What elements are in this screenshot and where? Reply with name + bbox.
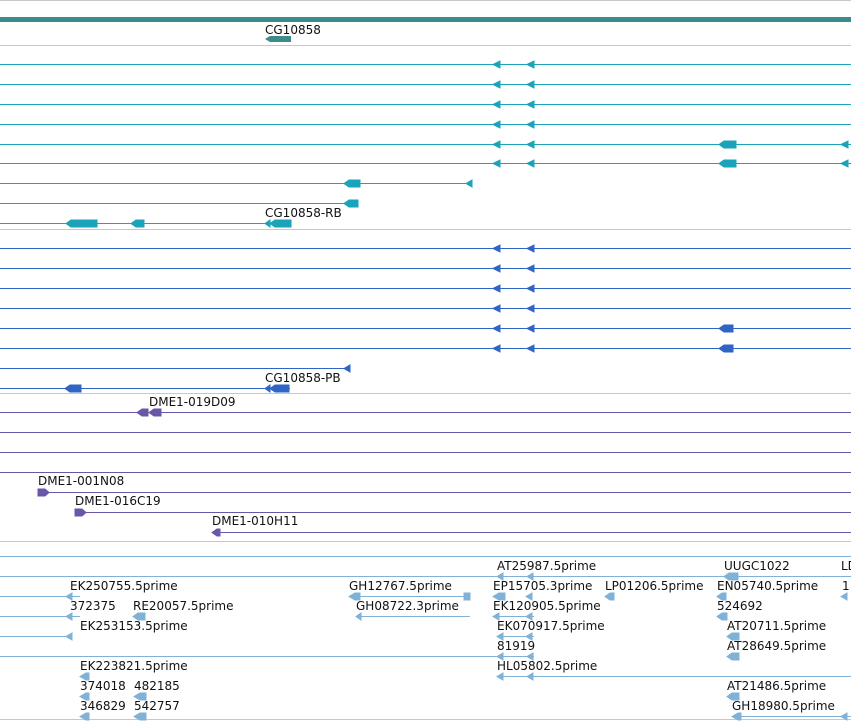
- clone-label: DME1-001N08: [38, 474, 124, 488]
- est-label: EK253153.5prime: [80, 619, 188, 633]
- est-label: LP01206.5prime: [605, 579, 704, 593]
- transcripts-pb-track[interactable]: [0, 244, 851, 393]
- transcript-pb-label: CG10858-PB: [265, 371, 341, 385]
- est-label: AT25987.5prime: [497, 559, 596, 573]
- est-label: EK070917.5prime: [497, 619, 605, 633]
- est-label: AT21486.5prime: [727, 679, 826, 693]
- clones-track[interactable]: [0, 408, 851, 537]
- est-label: GH18980.5prime: [732, 699, 835, 713]
- est-label: GH08722.3prime: [356, 599, 459, 613]
- est-label: AT20711.5prime: [727, 619, 826, 633]
- est-label: EP15705.3prime: [493, 579, 592, 593]
- gene-feature[interactable]: [265, 36, 291, 42]
- est-label: RE20057.5prime: [133, 599, 234, 613]
- clone-label: DME1-010H11: [212, 514, 298, 528]
- est-label: GH12767.5prime: [349, 579, 452, 593]
- ests-track[interactable]: [0, 556, 851, 721]
- est-label: 346829: [80, 699, 126, 713]
- est-label: EK250755.5prime: [70, 579, 178, 593]
- est-label: 81919: [497, 639, 535, 653]
- gene-track[interactable]: CG10858: [0, 17, 851, 42]
- est-label: AT28649.5prime: [727, 639, 826, 653]
- est-label: LD: [841, 559, 851, 573]
- transcript-rb-label: CG10858-RB: [265, 206, 342, 220]
- est-label: EK120905.5prime: [493, 599, 601, 613]
- est-label: EK223821.5prime: [80, 659, 188, 673]
- est-label: 1: [842, 579, 850, 593]
- est-label: 524692: [717, 599, 763, 613]
- est-label: HL05802.5prime: [497, 659, 597, 673]
- est-label: EN05740.5prime: [717, 579, 818, 593]
- est-label: 372375: [70, 599, 116, 613]
- est-label: 482185: [134, 679, 180, 693]
- gene-span-bar[interactable]: [0, 17, 851, 22]
- est-label: UUGC1022: [724, 559, 790, 573]
- est-labels: AT25987.5prime UUGC1022 LD EK250755.5pri…: [70, 559, 851, 713]
- clone-label: DME1-016C19: [75, 494, 161, 508]
- clone-label: DME1-019D09: [149, 395, 236, 409]
- est-label: 542757: [134, 699, 180, 713]
- gene-label: CG10858: [265, 23, 321, 37]
- transcripts-rb-track[interactable]: [0, 60, 851, 228]
- est-label: 374018: [80, 679, 126, 693]
